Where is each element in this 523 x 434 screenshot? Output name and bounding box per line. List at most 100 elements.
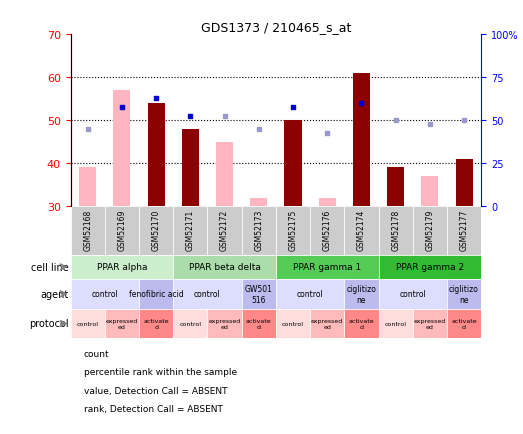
FancyBboxPatch shape bbox=[242, 309, 276, 339]
Bar bbox=[319, 198, 336, 207]
Text: GSM52174: GSM52174 bbox=[357, 209, 366, 250]
Bar bbox=[147, 104, 165, 207]
Bar bbox=[353, 73, 370, 207]
FancyBboxPatch shape bbox=[139, 279, 173, 309]
Bar bbox=[422, 177, 438, 207]
Text: expressed
ed: expressed ed bbox=[209, 319, 241, 329]
Text: GSM52175: GSM52175 bbox=[289, 209, 298, 250]
Point bbox=[289, 104, 297, 111]
FancyBboxPatch shape bbox=[310, 309, 344, 339]
FancyBboxPatch shape bbox=[379, 309, 413, 339]
Bar bbox=[182, 129, 199, 207]
Point bbox=[357, 100, 366, 107]
Text: expressed
ed: expressed ed bbox=[311, 319, 343, 329]
Text: activate
d: activate d bbox=[246, 319, 271, 329]
Text: rank, Detection Call = ABSENT: rank, Detection Call = ABSENT bbox=[84, 404, 223, 413]
Bar bbox=[285, 121, 302, 207]
Text: ciglitizo
ne: ciglitizo ne bbox=[449, 284, 479, 304]
FancyBboxPatch shape bbox=[276, 279, 344, 309]
FancyBboxPatch shape bbox=[344, 309, 379, 339]
Text: activate
d: activate d bbox=[349, 319, 374, 329]
Text: GSM52179: GSM52179 bbox=[425, 209, 434, 250]
Text: activate
d: activate d bbox=[143, 319, 169, 329]
FancyBboxPatch shape bbox=[139, 207, 173, 255]
Title: GDS1373 / 210465_s_at: GDS1373 / 210465_s_at bbox=[201, 20, 351, 33]
FancyBboxPatch shape bbox=[242, 279, 276, 309]
FancyBboxPatch shape bbox=[173, 207, 208, 255]
Point bbox=[186, 113, 195, 120]
Text: PPAR gamma 2: PPAR gamma 2 bbox=[396, 263, 464, 272]
Point bbox=[391, 117, 400, 124]
FancyBboxPatch shape bbox=[413, 207, 447, 255]
Text: GSM52173: GSM52173 bbox=[254, 209, 263, 250]
Text: PPAR beta delta: PPAR beta delta bbox=[189, 263, 260, 272]
Bar bbox=[113, 91, 130, 207]
Text: control: control bbox=[92, 289, 118, 299]
Text: control: control bbox=[194, 289, 221, 299]
Text: control: control bbox=[282, 321, 304, 326]
Text: GW501
516: GW501 516 bbox=[245, 284, 272, 304]
FancyBboxPatch shape bbox=[242, 207, 276, 255]
FancyBboxPatch shape bbox=[276, 309, 310, 339]
Text: fenofibric acid: fenofibric acid bbox=[129, 289, 184, 299]
FancyBboxPatch shape bbox=[71, 309, 105, 339]
FancyBboxPatch shape bbox=[379, 207, 413, 255]
Text: GSM52177: GSM52177 bbox=[460, 209, 469, 250]
Text: GSM52176: GSM52176 bbox=[323, 209, 332, 250]
Bar bbox=[250, 198, 267, 207]
FancyBboxPatch shape bbox=[344, 279, 379, 309]
Point bbox=[426, 122, 434, 128]
Text: percentile rank within the sample: percentile rank within the sample bbox=[84, 368, 237, 376]
Text: GSM52178: GSM52178 bbox=[391, 209, 400, 250]
FancyBboxPatch shape bbox=[71, 207, 105, 255]
Text: control: control bbox=[77, 321, 99, 326]
Text: expressed
ed: expressed ed bbox=[106, 319, 138, 329]
FancyBboxPatch shape bbox=[447, 207, 481, 255]
Point bbox=[118, 104, 126, 111]
FancyBboxPatch shape bbox=[173, 309, 208, 339]
Text: protocol: protocol bbox=[29, 319, 69, 329]
FancyBboxPatch shape bbox=[208, 309, 242, 339]
Text: PPAR gamma 1: PPAR gamma 1 bbox=[293, 263, 361, 272]
Text: GSM52172: GSM52172 bbox=[220, 209, 229, 250]
Text: agent: agent bbox=[41, 289, 69, 299]
Bar bbox=[387, 168, 404, 207]
FancyBboxPatch shape bbox=[208, 207, 242, 255]
Text: count: count bbox=[84, 349, 109, 358]
FancyBboxPatch shape bbox=[71, 279, 139, 309]
FancyBboxPatch shape bbox=[276, 207, 310, 255]
Text: GSM52169: GSM52169 bbox=[118, 209, 127, 250]
Text: control: control bbox=[297, 289, 323, 299]
Point bbox=[460, 117, 468, 124]
FancyBboxPatch shape bbox=[105, 309, 139, 339]
Text: GSM52171: GSM52171 bbox=[186, 209, 195, 250]
FancyBboxPatch shape bbox=[413, 309, 447, 339]
Point bbox=[84, 126, 92, 133]
Point bbox=[220, 113, 229, 120]
Point bbox=[118, 104, 126, 111]
Text: control: control bbox=[400, 289, 426, 299]
Text: activate
d: activate d bbox=[451, 319, 477, 329]
FancyBboxPatch shape bbox=[344, 207, 379, 255]
Text: ciglitizo
ne: ciglitizo ne bbox=[346, 284, 377, 304]
Bar bbox=[456, 159, 473, 207]
Point bbox=[255, 126, 263, 133]
Text: PPAR alpha: PPAR alpha bbox=[97, 263, 147, 272]
Text: GSM52168: GSM52168 bbox=[83, 209, 92, 250]
Point bbox=[323, 130, 332, 137]
Text: control: control bbox=[384, 321, 406, 326]
Text: GSM52170: GSM52170 bbox=[152, 209, 161, 250]
Bar bbox=[216, 142, 233, 207]
FancyBboxPatch shape bbox=[379, 255, 481, 279]
FancyBboxPatch shape bbox=[139, 309, 173, 339]
FancyBboxPatch shape bbox=[447, 279, 481, 309]
FancyBboxPatch shape bbox=[173, 255, 276, 279]
Text: expressed
ed: expressed ed bbox=[414, 319, 446, 329]
FancyBboxPatch shape bbox=[379, 279, 447, 309]
FancyBboxPatch shape bbox=[71, 255, 173, 279]
Text: value, Detection Call = ABSENT: value, Detection Call = ABSENT bbox=[84, 386, 227, 395]
Point bbox=[152, 96, 161, 103]
FancyBboxPatch shape bbox=[105, 207, 139, 255]
FancyBboxPatch shape bbox=[276, 255, 379, 279]
Text: control: control bbox=[179, 321, 201, 326]
